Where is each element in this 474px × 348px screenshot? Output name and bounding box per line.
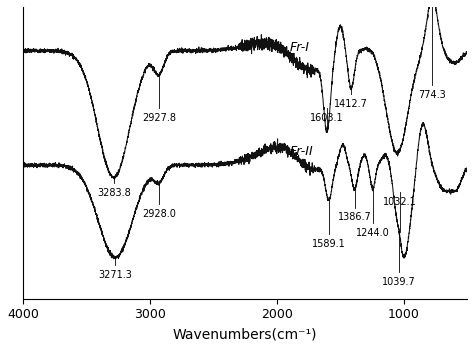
Text: Fr-II: Fr-II xyxy=(290,145,313,158)
Text: 1603.1: 1603.1 xyxy=(310,113,344,123)
Text: 774.3: 774.3 xyxy=(419,90,446,100)
Text: 1412.7: 1412.7 xyxy=(334,100,368,109)
Text: 1244.0: 1244.0 xyxy=(356,228,390,238)
Text: 1589.1: 1589.1 xyxy=(312,239,346,249)
Text: 2927.8: 2927.8 xyxy=(142,113,176,123)
X-axis label: Wavenumbers(cm⁻¹): Wavenumbers(cm⁻¹) xyxy=(173,327,317,341)
Text: 3271.3: 3271.3 xyxy=(99,270,132,279)
Text: 3283.8: 3283.8 xyxy=(97,188,131,198)
Text: 2928.0: 2928.0 xyxy=(142,209,176,219)
Text: 1032.1: 1032.1 xyxy=(383,197,416,207)
Text: Fr-I: Fr-I xyxy=(290,41,310,54)
Text: 1039.7: 1039.7 xyxy=(382,277,415,287)
Text: 1386.7: 1386.7 xyxy=(337,212,372,222)
